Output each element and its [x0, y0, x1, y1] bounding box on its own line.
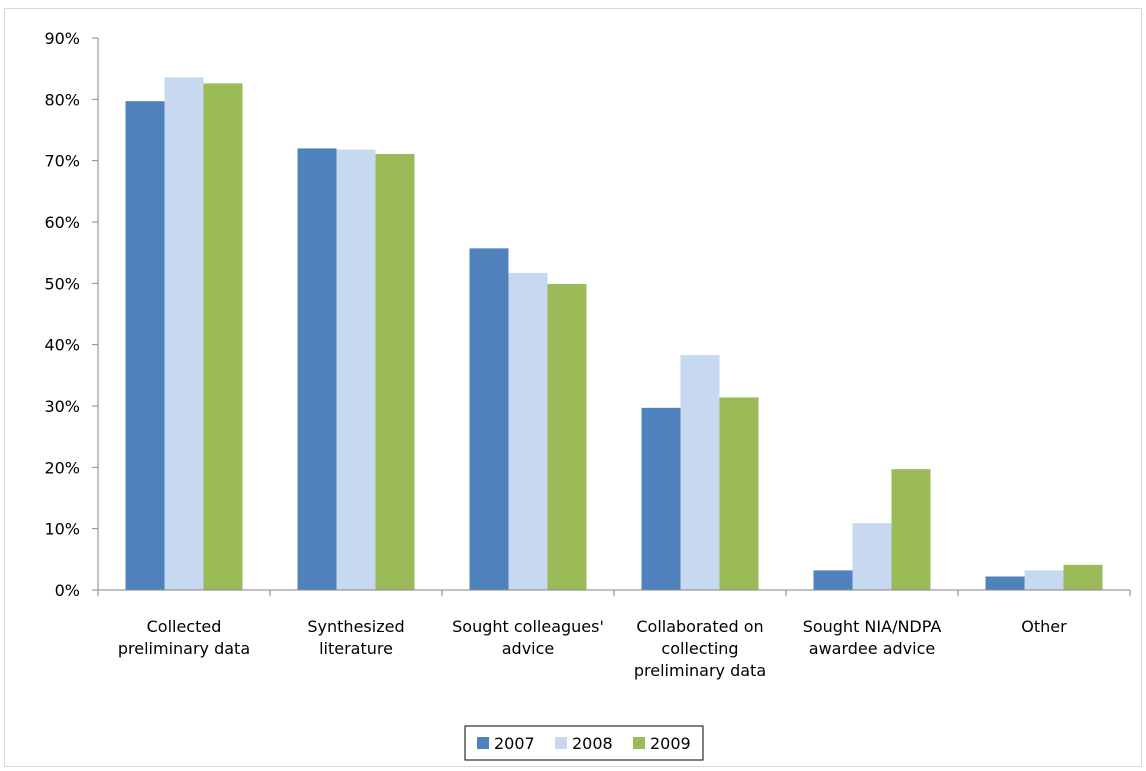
bar-2008 [1024, 570, 1064, 590]
x-category-label: Sought colleagues' advice [452, 617, 604, 658]
bar-2007 [813, 570, 853, 590]
bar-2007 [125, 101, 165, 590]
bar-2007 [641, 407, 681, 590]
legend-label-2007: 2007 [494, 734, 535, 753]
bar-2007 [985, 576, 1025, 590]
bar-2009 [1063, 564, 1103, 590]
y-tick-label: 30% [44, 397, 80, 416]
bar-2009 [891, 469, 931, 590]
legend-label-2009: 2009 [650, 734, 691, 753]
bars [125, 77, 1103, 591]
legend-label-2008: 2008 [572, 734, 613, 753]
legend-box [464, 725, 704, 761]
bar-2009 [719, 397, 759, 590]
y-tick-label: 50% [44, 274, 80, 293]
y-tick-label: 70% [44, 152, 80, 171]
bar-2009 [203, 83, 243, 591]
bar-2008 [852, 523, 892, 590]
x-category-label: Other [1021, 617, 1067, 636]
bar-2008 [164, 77, 204, 590]
legend-swatch-2008 [555, 737, 567, 749]
y-tick-label: 80% [44, 90, 80, 109]
bar-2009 [375, 153, 415, 591]
legend-swatch-2009 [633, 737, 645, 749]
x-axis: Collected preliminary data Synthesized lite… [97, 589, 1131, 680]
x-category-label: Synthesized literature [307, 617, 404, 658]
y-tick-label: 0% [55, 581, 80, 600]
y-tick-label: 10% [44, 520, 80, 539]
x-category-label: Collaborated on collecting preliminary dat… [634, 617, 766, 680]
legend: 2007 2008 2009 [464, 725, 704, 761]
y-tick-label: 90% [44, 29, 80, 48]
y-tick-label: 60% [44, 213, 80, 232]
legend-swatch-2007 [477, 737, 489, 749]
x-category-label: Sought NIA/NDPA awardee advice [803, 617, 942, 658]
y-tick-label: 20% [44, 458, 80, 477]
y-axis: 0% 10% 20% 30% 40% 50% 60% 70% 80% 90% [44, 29, 99, 600]
bar-2009 [547, 283, 587, 590]
x-category-label: Collected preliminary data [118, 617, 250, 658]
bar-2007 [469, 248, 509, 590]
y-tick-label: 40% [44, 336, 80, 355]
bar-2007 [297, 148, 337, 590]
bar-2008 [680, 355, 720, 590]
bar-2008 [336, 149, 376, 591]
bar-2008 [508, 272, 548, 590]
